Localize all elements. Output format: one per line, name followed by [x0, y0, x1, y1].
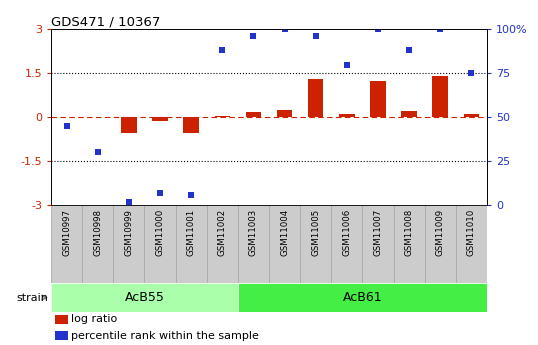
Bar [121, 117, 137, 134]
Text: GDS471 / 10367: GDS471 / 10367 [51, 15, 160, 28]
Bar [401, 111, 417, 117]
Text: GSM11004: GSM11004 [280, 209, 289, 256]
Text: strain: strain [17, 293, 48, 303]
Bar [464, 114, 479, 117]
Bar [300, 205, 331, 283]
Bar [51, 205, 82, 283]
Text: GSM11000: GSM11000 [155, 209, 165, 256]
Bar [114, 205, 145, 283]
Bar [370, 81, 386, 117]
Text: GSM11005: GSM11005 [311, 209, 320, 256]
Text: GSM11009: GSM11009 [436, 209, 445, 256]
Point [312, 33, 320, 39]
Text: log ratio: log ratio [70, 314, 117, 324]
Bar [183, 117, 199, 134]
Bar [175, 205, 207, 283]
Bar [363, 205, 393, 283]
Text: AcB55: AcB55 [125, 291, 165, 304]
Text: GSM11003: GSM11003 [249, 209, 258, 256]
Point [218, 48, 226, 53]
Text: percentile rank within the sample: percentile rank within the sample [70, 331, 259, 341]
Text: GSM10997: GSM10997 [62, 209, 71, 256]
Point [373, 27, 382, 32]
Bar [393, 205, 424, 283]
Bar [456, 205, 487, 283]
Bar [82, 205, 114, 283]
Bar [424, 205, 456, 283]
Point [249, 33, 258, 39]
Point [436, 27, 444, 32]
Bar [246, 112, 261, 117]
Bar [215, 116, 230, 117]
Point [62, 123, 71, 129]
Text: GSM11008: GSM11008 [405, 209, 414, 256]
Point [343, 62, 351, 67]
Point [125, 199, 133, 205]
Bar [152, 117, 168, 121]
Point [187, 192, 195, 197]
Bar [339, 114, 355, 117]
Bar [277, 110, 292, 117]
Bar [238, 283, 487, 312]
Bar [51, 283, 238, 312]
Bar [207, 205, 238, 283]
Bar [145, 205, 175, 283]
Point [94, 150, 102, 155]
Text: GSM10999: GSM10999 [124, 209, 133, 256]
Point [467, 71, 476, 76]
Point [155, 190, 164, 196]
Text: GSM11007: GSM11007 [373, 209, 383, 256]
Point [280, 27, 289, 32]
Text: GSM11006: GSM11006 [342, 209, 351, 256]
Point [405, 48, 413, 53]
Bar [238, 205, 269, 283]
Text: AcB61: AcB61 [343, 291, 382, 304]
Text: GSM11001: GSM11001 [187, 209, 196, 256]
Text: GSM10998: GSM10998 [93, 209, 102, 256]
Bar [55, 331, 68, 341]
Bar [331, 205, 363, 283]
Text: GSM11010: GSM11010 [467, 209, 476, 256]
Text: GSM11002: GSM11002 [218, 209, 227, 256]
Bar [308, 79, 323, 117]
Bar [55, 315, 68, 324]
Bar [433, 76, 448, 117]
Bar [269, 205, 300, 283]
